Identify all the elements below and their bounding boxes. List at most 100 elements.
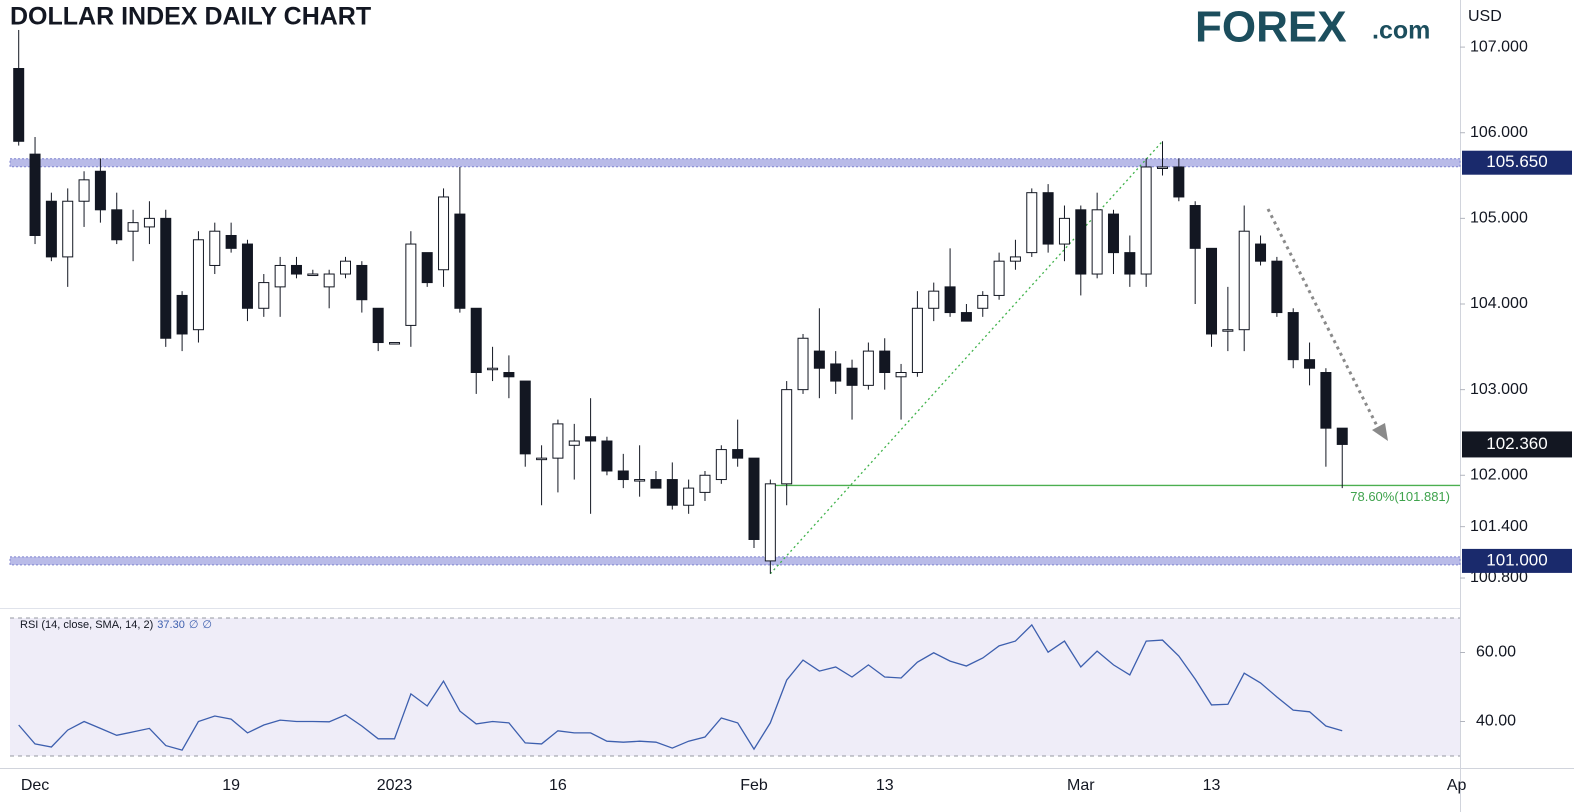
candle-body (1009, 256, 1021, 262)
candle-body (323, 273, 335, 288)
rsi-line (18, 623, 1343, 751)
candle-body (160, 217, 172, 339)
candle-body (307, 273, 319, 277)
candle-body (470, 307, 482, 374)
x-tick-label: Ap (1447, 777, 1467, 794)
candle-body (1271, 260, 1283, 314)
level-label-box (1462, 548, 1572, 573)
candle-body (781, 389, 793, 485)
x-tick-label: 13 (1203, 777, 1221, 794)
logo-suffix: .com (1372, 17, 1430, 45)
candle-body (601, 440, 613, 472)
candle-body (568, 440, 580, 446)
candle-body (340, 260, 351, 275)
chart-title: DOLLAR INDEX DAILY CHART (10, 3, 371, 31)
candle-body (241, 243, 253, 309)
y-tick-label: 100.800 (1470, 569, 1528, 586)
candle-body (1075, 209, 1087, 275)
y-tick-label: 101.400 (1470, 518, 1528, 535)
y-tick-label: 40.00 (1476, 713, 1516, 730)
candle-body (928, 290, 940, 309)
candle-body (487, 367, 499, 371)
candle-body (699, 474, 711, 493)
candle-body (879, 350, 891, 374)
candle-body (862, 350, 874, 386)
currency-label: USD (1468, 8, 1502, 25)
candle-body (1206, 247, 1218, 335)
candle-body (977, 294, 989, 309)
candle-body (1124, 252, 1136, 275)
y-tick-label: 60.00 (1476, 644, 1516, 661)
candle-body (764, 483, 776, 562)
y-tick-label: 103.000 (1470, 381, 1528, 398)
candle-body (1058, 217, 1070, 245)
y-tick-label: 104.000 (1470, 295, 1528, 312)
candle-body (45, 200, 57, 258)
candle-body (830, 363, 842, 382)
candle-body (944, 286, 956, 314)
candle-body (895, 372, 907, 378)
candle-body (356, 264, 368, 301)
rsi-extra: ∅ (189, 619, 199, 631)
candle-body (127, 222, 139, 232)
candle-body (78, 179, 90, 202)
candle-body (1173, 166, 1185, 198)
candle-body (617, 470, 629, 481)
candle-body (1026, 192, 1038, 254)
x-tick-label: Feb (740, 777, 768, 794)
candle-body (732, 449, 744, 459)
y-tick-label: 106.000 (1470, 124, 1528, 141)
candle-body (552, 423, 564, 459)
candle-body (225, 234, 237, 249)
candle-body (94, 170, 106, 211)
candle-body (634, 479, 646, 482)
logo: FOREX (1195, 3, 1347, 52)
candle-body (536, 457, 548, 461)
candle-body (1157, 166, 1168, 169)
candle-body (421, 252, 433, 284)
candle-body (176, 294, 188, 335)
candle-body (1140, 166, 1152, 275)
candle-body (438, 196, 450, 271)
x-tick-label: 16 (549, 777, 567, 794)
x-tick-label: Mar (1067, 777, 1095, 794)
x-tick-label: Dec (21, 777, 49, 794)
candle-body (683, 487, 695, 506)
rsi-legend: RSI (14, close, SMA, 14, 2) 37.30 ∅ ∅ (20, 619, 212, 631)
candle-body (519, 380, 531, 455)
candle-body (993, 260, 1005, 296)
candle-body (454, 213, 466, 309)
y-tick-label: 105.000 (1470, 210, 1528, 227)
y-tick-label: 107.000 (1470, 38, 1528, 55)
candle-body (13, 68, 25, 142)
candle-body (405, 243, 417, 326)
candle-body (1304, 359, 1316, 369)
candle-body (1042, 192, 1054, 245)
x-tick-label: 19 (222, 777, 240, 794)
candle-body (1255, 243, 1267, 262)
level-label: 105.650 (1486, 152, 1547, 171)
candle-body (62, 200, 74, 258)
arrow-head (1372, 423, 1388, 441)
candle-body (715, 449, 727, 481)
candle-body (960, 312, 972, 322)
y-tick-label: 102.000 (1470, 466, 1528, 483)
level-band (9, 556, 1461, 566)
candle-body (192, 239, 204, 331)
rsi-name: RSI (14, close, SMA, 14, 2) (20, 619, 153, 631)
candle-body (1320, 372, 1332, 429)
candle-body (748, 457, 760, 540)
candle-body (290, 264, 302, 275)
candle-body (666, 479, 678, 506)
rsi-extra: ∅ (202, 619, 212, 631)
candle-body (797, 337, 809, 391)
candle-body (585, 436, 597, 442)
candle-body (274, 264, 286, 288)
candle-body (650, 479, 662, 489)
candle-body (1287, 312, 1299, 361)
level-label: 101.000 (1486, 550, 1547, 569)
level-band (9, 158, 1461, 168)
level-label-box (1462, 150, 1572, 175)
fib-label: 78.60%(101.881) (1350, 489, 1450, 504)
